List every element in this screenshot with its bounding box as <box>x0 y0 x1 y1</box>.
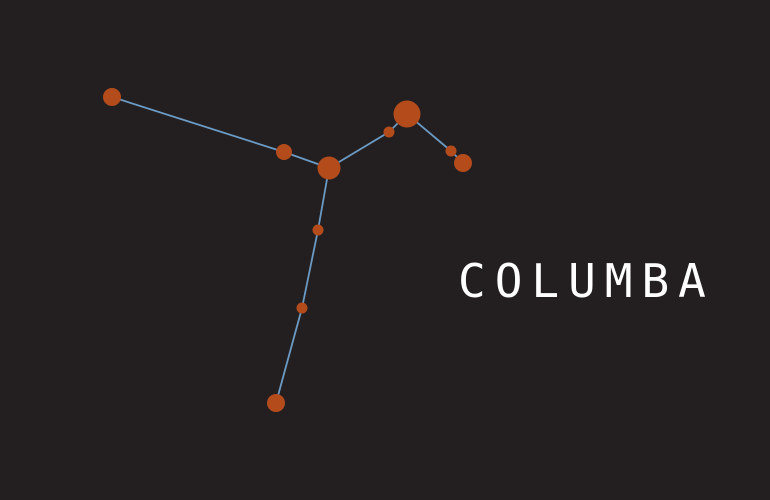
star-right <box>454 154 472 172</box>
connection-line-star-center-star-top-small <box>328 131 390 169</box>
connection-line-star-lower-1-star-lower-2 <box>301 229 319 309</box>
star-bottom <box>267 394 285 412</box>
connection-line-star-lower-2-star-bottom <box>275 307 303 404</box>
star-left-mid <box>276 144 292 160</box>
star-center <box>317 156 341 180</box>
constellation-title: COLUMBA <box>458 254 715 308</box>
star-far-left <box>103 88 121 106</box>
constellation-lines <box>111 96 464 404</box>
star-lower-1 <box>312 224 324 236</box>
constellation-stars <box>103 88 472 412</box>
star-top <box>393 100 421 128</box>
star-right-small <box>445 145 457 157</box>
star-top-small <box>383 126 395 138</box>
connection-line-star-far-left-star-left-mid <box>111 96 285 153</box>
star-lower-2 <box>296 302 308 314</box>
